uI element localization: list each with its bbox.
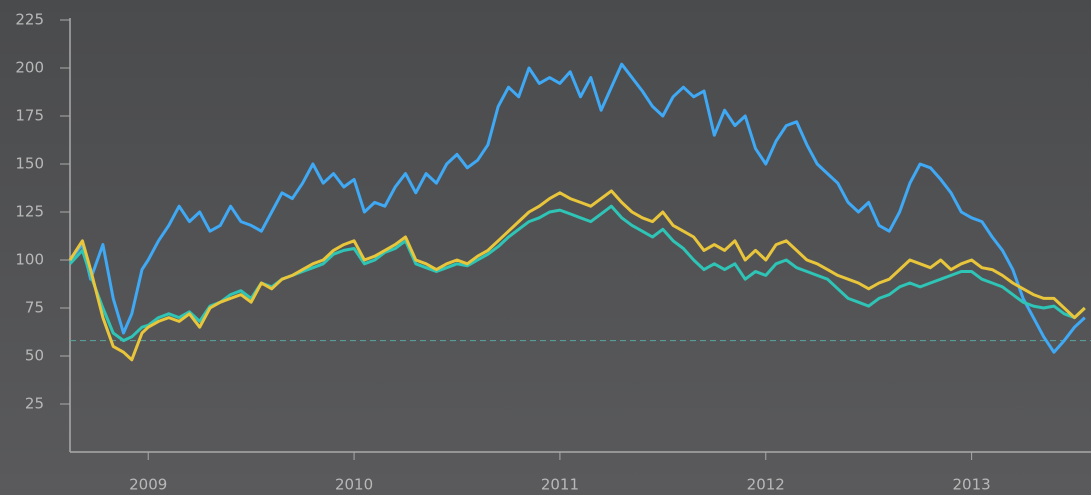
series-line xyxy=(68,62,1086,354)
y-tick-label: 225 xyxy=(15,11,44,29)
x-tick-label: 2011 xyxy=(541,476,579,494)
x-tick-label: 2013 xyxy=(953,476,991,494)
x-tick-label: 2009 xyxy=(129,476,167,494)
x-tick-label: 2012 xyxy=(747,476,785,494)
y-tick-label: 75 xyxy=(25,299,44,317)
y-tick-label: 100 xyxy=(15,251,44,269)
series-line xyxy=(68,204,1086,343)
y-tick-label: 200 xyxy=(15,59,44,77)
series-line xyxy=(68,189,1086,362)
y-tick-label: 150 xyxy=(15,155,44,173)
x-tick-label: 2010 xyxy=(335,476,373,494)
y-tick-label: 125 xyxy=(15,203,44,221)
y-tick-label: 175 xyxy=(15,107,44,125)
y-tick-label: 50 xyxy=(25,347,44,365)
y-tick-label: 25 xyxy=(25,395,44,413)
